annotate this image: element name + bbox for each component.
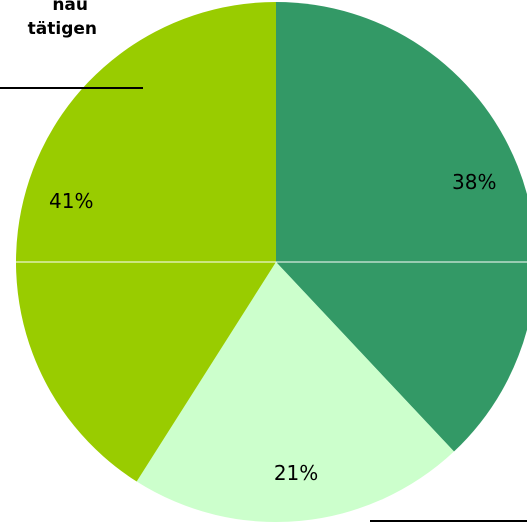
title-line: tätigen [28,19,97,39]
pie-slice [276,2,527,452]
pie [16,2,527,522]
pie-slice [136,262,454,522]
data-label: 38% [452,170,496,194]
labels: 38% 21% 41% [49,170,496,485]
data-label: 21% [274,461,318,485]
data-label: 41% [49,189,93,213]
pie-slice [16,2,277,482]
title-line: nau [52,0,88,15]
